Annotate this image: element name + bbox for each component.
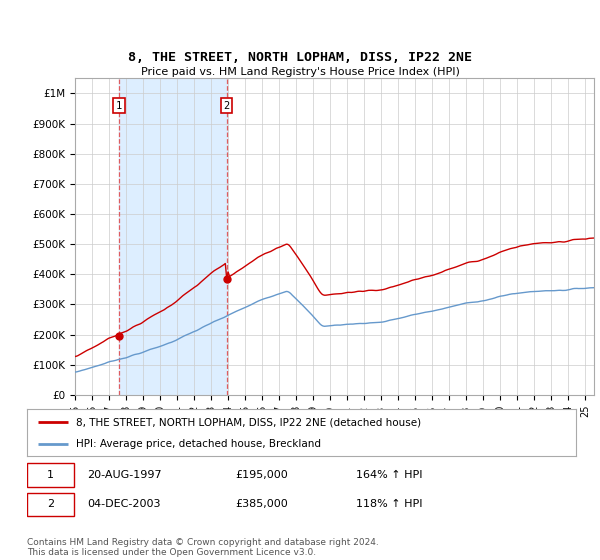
Text: HPI: Average price, detached house, Breckland: HPI: Average price, detached house, Brec…	[76, 439, 322, 449]
Text: Price paid vs. HM Land Registry's House Price Index (HPI): Price paid vs. HM Land Registry's House …	[140, 67, 460, 77]
Text: £195,000: £195,000	[236, 470, 289, 480]
Text: 2: 2	[224, 101, 230, 110]
Text: 118% ↑ HPI: 118% ↑ HPI	[356, 500, 423, 510]
Text: 2: 2	[47, 500, 54, 510]
Text: 8, THE STREET, NORTH LOPHAM, DISS, IP22 2NE (detached house): 8, THE STREET, NORTH LOPHAM, DISS, IP22 …	[76, 417, 422, 427]
FancyBboxPatch shape	[27, 463, 74, 487]
Text: £385,000: £385,000	[236, 500, 289, 510]
Text: 04-DEC-2003: 04-DEC-2003	[88, 500, 161, 510]
Text: 8, THE STREET, NORTH LOPHAM, DISS, IP22 2NE: 8, THE STREET, NORTH LOPHAM, DISS, IP22 …	[128, 52, 472, 64]
Text: 1: 1	[116, 101, 122, 110]
Bar	[119, 78, 227, 395]
Text: Contains HM Land Registry data © Crown copyright and database right 2024.
This d: Contains HM Land Registry data © Crown c…	[27, 538, 379, 557]
Text: 20-AUG-1997: 20-AUG-1997	[88, 470, 162, 480]
Text: 1: 1	[47, 470, 54, 480]
FancyBboxPatch shape	[27, 493, 74, 516]
Text: 164% ↑ HPI: 164% ↑ HPI	[356, 470, 423, 480]
